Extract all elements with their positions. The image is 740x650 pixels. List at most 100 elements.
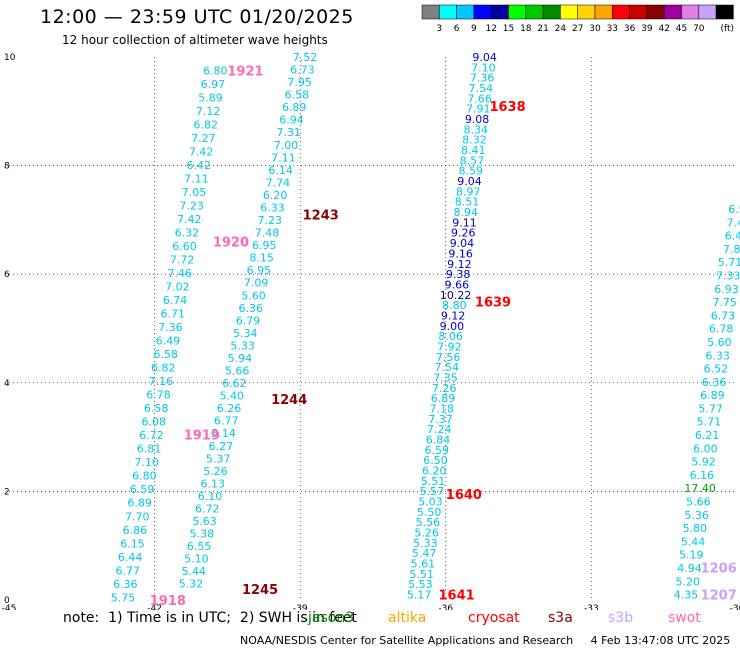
wave-height-value: 7.35 [433,371,458,384]
wave-height-value: 5.77 [698,402,723,415]
wave-height-value: 6.60 [172,240,197,253]
wave-height-value: 5.60 [241,289,266,302]
wave-height-value: 7.23 [258,214,283,227]
wave-height-value: 5.89 [198,92,223,105]
colorbar-label: 39 [641,24,653,34]
wave-height-value: 6.32 [175,227,200,240]
wave-height-value: 5.92 [691,456,716,469]
colorbar-label: 12 [485,24,496,34]
wave-height-value: 8.57 [460,154,485,167]
wave-height-value: 7.74 [266,176,291,189]
wave-height-value: 5.63 [192,515,217,528]
wave-height-value: 7.11 [271,151,296,164]
wave-height-value: 5.38 [190,528,215,541]
wave-height-value: 6.62 [222,377,247,390]
wave-height-value: 7.95 [287,76,312,89]
x-tick-label: -30 [730,604,740,610]
wave-height-value: 5.33 [413,537,438,550]
pass-time-label: 1245 [242,583,278,598]
wave-height-value: 6.9 [728,203,740,216]
wave-height-value: 5.33 [230,339,255,352]
wave-height-value: 6.49 [156,335,181,348]
wave-height-value: 5.50 [417,506,442,519]
wave-height-value: 7.54 [469,82,494,95]
wave-height-value: 6.73 [711,309,736,322]
colorbar-label: 6 [454,24,460,34]
legend-item-s3a: s3a [548,610,573,626]
wave-height-value: 7.54 [435,361,460,374]
wave-height-value: 6.72 [195,502,220,515]
wave-height-value: 6.84 [426,434,451,447]
legend-item-altika: altika [388,610,427,626]
wave-height-value: 5.51 [421,475,446,488]
wave-height-value: 7.27 [191,132,216,145]
y-tick-label: 6 [4,270,10,280]
wave-height-value: 7.00 [274,139,299,152]
wave-height-value: 7.91 [466,103,491,116]
wave-height-value: 7.75 [712,296,737,309]
wave-height-value: 7.11 [184,173,209,186]
legend-item-jason3: jason3 [308,610,355,626]
colorbar-label: 9 [471,24,477,34]
pass-time-label: 1206 [701,561,737,576]
wave-height-value: 6.20 [422,465,447,478]
x-tick-label: -45 [2,604,17,610]
colorbar-label: 24 [555,24,567,34]
wave-height-value: 6.95 [247,264,272,277]
wave-height-value: 8.97 [456,185,481,198]
colorbar-label: 33 [607,24,618,34]
wave-height-value: 5.66 [225,365,250,378]
wave-height-value: 7.52 [293,51,318,64]
wave-height-value: 9.11 [452,216,477,229]
wave-height-value: 6.80 [203,65,228,78]
x-tick-label: -33 [584,604,599,610]
wave-height-value: 5.26 [414,527,439,540]
wave-height-plot: -45-42-39-36-33-3002468105.756.366.776.4… [2,51,740,610]
y-tick-label: 8 [4,162,10,172]
wave-height-value: 8.80 [442,299,467,312]
wave-height-value: 6.73 [290,64,315,77]
colorbar-label: 70 [693,24,705,34]
colorbar-unit: (ft) [720,24,734,34]
pass-time-label: 1638 [489,100,525,115]
colorbar-label: 18 [520,24,532,34]
pass-time-label: 1640 [446,488,482,503]
wave-height-value: 6.77 [214,415,239,428]
wave-height-value: 7.16 [149,375,174,388]
wave-height-value: 7.09 [244,277,269,290]
wave-height-value: 7.72 [170,254,195,267]
pass-time-label: 1207 [701,589,737,604]
x-tick-label: -39 [293,604,308,610]
wave-height-value: 7.10 [471,61,496,74]
wave-height-value: 6.89 [282,101,307,114]
wave-height-value: 4.35 [674,589,699,602]
wave-height-value: 7.26 [432,382,457,395]
wave-height-value: 7.36 [470,72,495,85]
wave-height-value: 6.58 [153,348,178,361]
pass-time-label: 1639 [475,295,511,310]
colorbar-swatch [715,4,734,20]
wave-height-value: 6.59 [130,483,155,496]
colorbar-label: 36 [624,24,636,34]
y-tick-label: 4 [4,379,10,389]
wave-height-value: 6.94 [279,114,304,127]
wave-height-value: 9.04 [472,51,497,64]
wave-height-value: 7.37 [428,413,453,426]
pass-time-label: 1920 [213,236,249,251]
wave-height-value: 6.00 [693,442,718,455]
legend-item-swot: swot [668,610,701,626]
wave-height-value: 10.22 [440,289,472,302]
wave-height-value: 7.33 [716,270,740,283]
wave-height-value: 8.59 [459,165,484,178]
wave-height-value: 9.66 [445,278,470,291]
wave-height-value: 6.26 [217,402,242,415]
wave-height-value: 5.60 [707,336,732,349]
wave-height-value: 5.36 [684,509,709,522]
wave-height-value: 6.20 [263,189,288,202]
wave-height-value: 7.23 [179,200,204,213]
wave-height-value: 6.58 [285,89,310,102]
wave-height-value: 7.46 [168,267,193,280]
chart-subtitle: 12 hour collection of altimeter wave hei… [62,33,328,47]
wave-height-value: 7.70 [125,510,150,523]
legend-item-cryosat: cryosat [468,610,520,626]
